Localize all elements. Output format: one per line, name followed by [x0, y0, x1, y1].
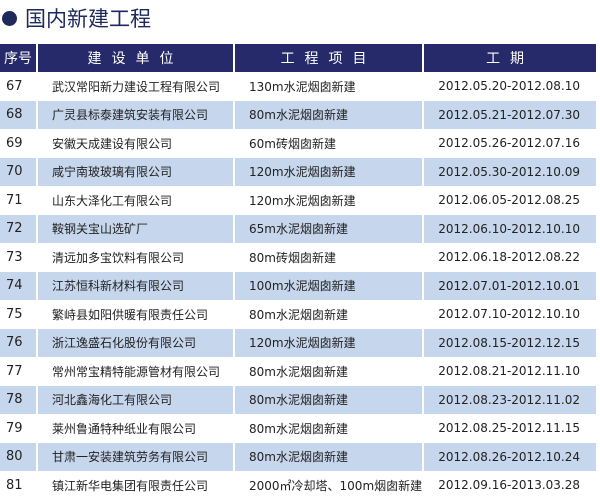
row-company: 咸宁南玻玻璃有限公司 [38, 157, 233, 186]
table-row: 73 清远加多宝饮料有限公司 80m砖烟囱新建 2012.06.18-2012.08.… [0, 243, 596, 272]
row-company: 安徽天成建设有限公司 [52, 136, 173, 151]
row-project: 130m水泥烟囱新建 [249, 79, 356, 94]
table-row: 77 常州常宝精特能源管材有限公司 80m水泥烟囱新建 2012.08.21-2012… [0, 357, 596, 386]
row-index: 68 [0, 100, 36, 129]
row-project: 60m砖烟囱新建 [249, 136, 336, 151]
row-project: 120m水泥烟囱新建 [235, 157, 423, 186]
row-company: 鞍钢关宝山选矿厂 [38, 214, 233, 243]
row-index: 72 [0, 214, 36, 243]
row-index: 77 [6, 363, 23, 379]
bullet-dot-icon [2, 10, 17, 26]
row-company: 浙江逸盛石化股份有限公司 [38, 328, 233, 357]
table-row: 76 浙江逸盛石化股份有限公司 120m水泥烟囱新建 2012.08.15-2012.… [0, 328, 596, 357]
row-company: 甘肃一安装建筑劳务有限公司 [38, 442, 233, 471]
row-project: 65m水泥烟囱新建 [235, 214, 423, 243]
row-period: 2012.08.15-2012.12.15 [424, 328, 596, 357]
row-company: 镇江新华电集团有限责任公司 [52, 478, 209, 493]
table-row: 72 鞍钢关宝山选矿厂 65m水泥烟囱新建 2012.06.10-2012.10.10 [0, 214, 596, 243]
table-header-row: 序号 建设单位 工程项目 工期 [0, 44, 596, 72]
header-project: 工程项目 [235, 44, 423, 72]
row-period: 2012.05.30-2012.10.09 [424, 157, 596, 186]
row-period: 2012.05.21-2012.07.30 [424, 100, 596, 129]
row-period: 2012.05.26-2012.07.16 [438, 136, 580, 151]
row-index: 71 [6, 192, 23, 208]
row-company: 河北鑫海化工有限公司 [38, 385, 233, 414]
row-period: 2012.08.21-2012.11.10 [438, 364, 580, 379]
row-project: 80m水泥烟囱新建 [249, 307, 348, 322]
table-row: 74 江苏恒科新材料有限公司 100m水泥烟囱新建 2012.07.01-2012.1… [0, 271, 596, 300]
row-project: 80m砖烟囱新建 [249, 250, 336, 265]
table-row: 67 武汉常阳新力建设工程有限公司 130m水泥烟囱新建 2012.05.20-201… [0, 72, 596, 101]
row-period: 2012.09.16-2013.03.28 [438, 478, 580, 493]
table-row: 79 莱州鲁通特种纸业有限公司 80m水泥烟囱新建 2012.08.25-2012.1… [0, 414, 596, 443]
row-period: 2012.07.10-2012.10.10 [438, 307, 580, 322]
row-company: 清远加多宝饮料有限公司 [52, 250, 185, 265]
row-project: 80m水泥烟囱新建 [249, 364, 348, 379]
row-company: 常州常宝精特能源管材有限公司 [52, 364, 221, 379]
row-index: 67 [6, 78, 23, 94]
row-project: 100m水泥烟囱新建 [235, 271, 423, 300]
row-index: 81 [6, 477, 23, 493]
table-row: 78 河北鑫海化工有限公司 80m水泥烟囱新建 2012.08.23-2012.11.… [0, 385, 596, 414]
row-project: 80m水泥烟囱新建 [235, 385, 423, 414]
row-index: 78 [0, 385, 36, 414]
row-index: 74 [0, 271, 36, 300]
row-index: 69 [6, 135, 23, 151]
projects-table: 序号 建设单位 工程项目 工期 67 武汉常阳新力建设工程有限公司 130m水泥烟囱… [0, 44, 598, 500]
section-title-text: 国内新建工程 [25, 7, 151, 31]
row-company: 繁峙县如阳供暖有限责任公司 [52, 307, 209, 322]
header-index: 序号 [0, 44, 36, 72]
table-row: 81 镇江新华电集团有限责任公司 2000㎡冷却塔、100m烟囱新建 2012.09.… [0, 471, 596, 500]
row-period: 2012.08.23-2012.11.02 [424, 385, 596, 414]
row-index: 70 [0, 157, 36, 186]
row-project: 80m水泥烟囱新建 [235, 442, 423, 471]
row-period: 2012.06.18-2012.08.22 [438, 250, 580, 265]
row-project: 80m水泥烟囱新建 [249, 421, 348, 436]
row-project: 2000㎡冷却塔、100m烟囱新建 [249, 478, 423, 493]
table-row: 71 山东大泽化工有限公司 120m水泥烟囱新建 2012.06.05-2012.08… [0, 186, 596, 215]
row-index: 73 [6, 249, 23, 265]
section-title: 国内新建工程 [2, 4, 151, 32]
table-row: 70 咸宁南玻玻璃有限公司 120m水泥烟囱新建 2012.05.30-2012.10… [0, 157, 596, 186]
header-period: 工期 [424, 44, 596, 72]
row-company: 江苏恒科新材料有限公司 [38, 271, 233, 300]
row-period: 2012.08.26-2012.10.24 [424, 442, 596, 471]
row-project: 80m水泥烟囱新建 [235, 100, 423, 129]
row-index: 76 [0, 328, 36, 357]
row-period: 2012.06.10-2012.10.10 [424, 214, 596, 243]
row-period: 2012.07.01-2012.10.01 [424, 271, 596, 300]
row-index: 79 [6, 420, 23, 436]
table-row: 80 甘肃一安装建筑劳务有限公司 80m水泥烟囱新建 2012.08.26-2012.… [0, 442, 596, 471]
header-company: 建设单位 [38, 44, 233, 72]
table-row: 69 安徽天成建设有限公司 60m砖烟囱新建 2012.05.26-2012.07.1… [0, 129, 596, 158]
row-company: 广灵县标泰建筑安装有限公司 [38, 100, 233, 129]
row-project: 120m水泥烟囱新建 [249, 193, 356, 208]
row-period: 2012.05.20-2012.08.10 [438, 79, 580, 94]
row-index: 80 [0, 442, 36, 471]
row-company: 莱州鲁通特种纸业有限公司 [52, 421, 197, 436]
table-row: 68 广灵县标泰建筑安装有限公司 80m水泥烟囱新建 2012.05.21-2012.… [0, 100, 596, 129]
row-company: 山东大泽化工有限公司 [52, 193, 173, 208]
row-period: 2012.06.05-2012.08.25 [438, 193, 580, 208]
row-index: 75 [6, 306, 23, 322]
row-company: 武汉常阳新力建设工程有限公司 [52, 79, 221, 94]
table-row: 75 繁峙县如阳供暖有限责任公司 80m水泥烟囱新建 2012.07.10-2012.… [0, 300, 596, 329]
row-project: 120m水泥烟囱新建 [235, 328, 423, 357]
row-period: 2012.08.25-2012.11.15 [438, 421, 580, 436]
